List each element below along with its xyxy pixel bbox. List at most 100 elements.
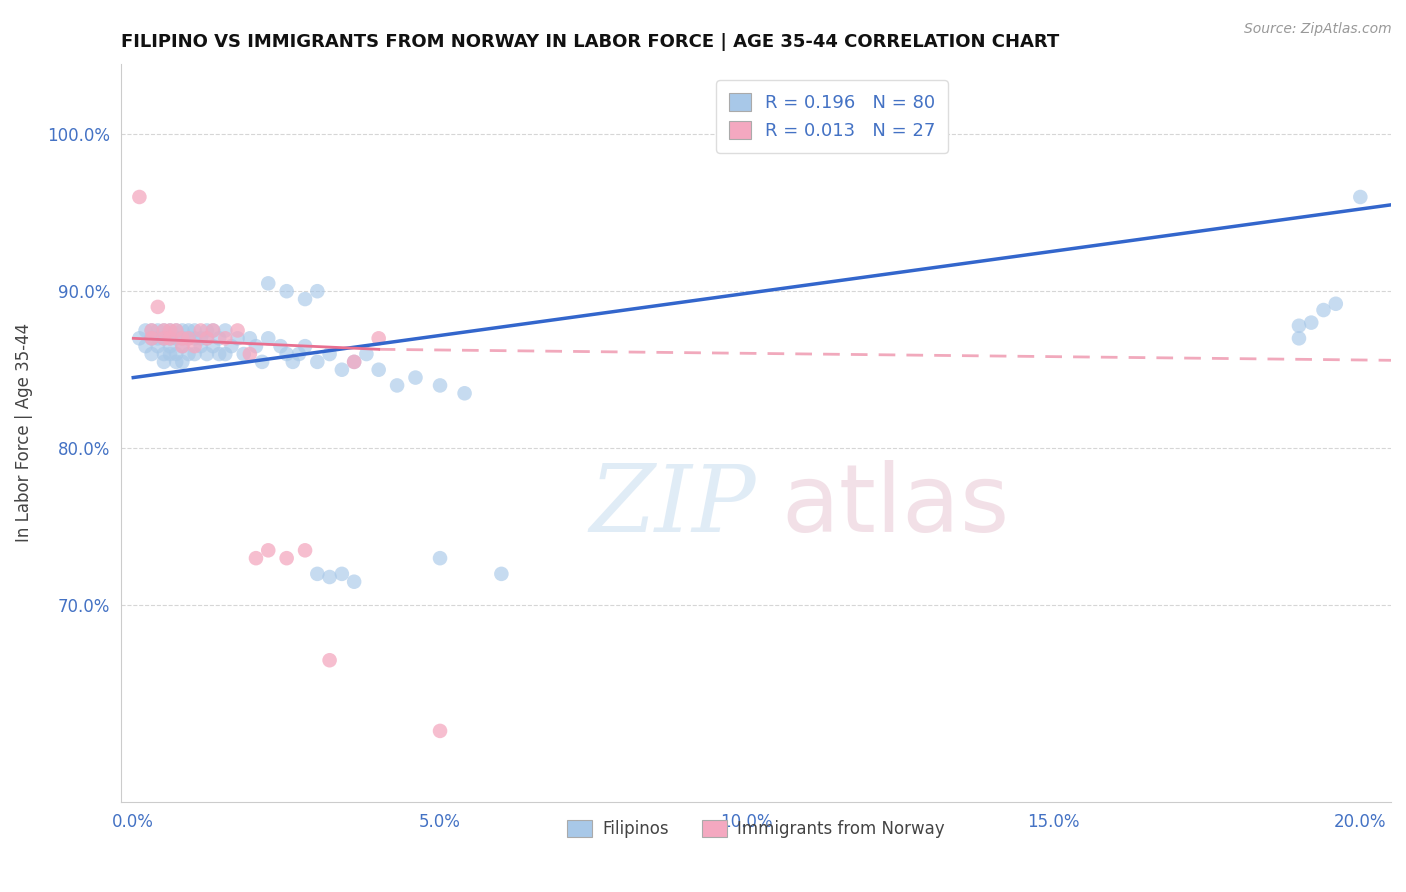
- Point: [177, 331, 200, 345]
- Point: [165, 355, 187, 369]
- Point: [195, 331, 218, 345]
- Point: [453, 386, 475, 401]
- Point: [239, 331, 262, 345]
- Point: [165, 323, 187, 337]
- Point: [183, 347, 205, 361]
- Point: [257, 331, 280, 345]
- Point: [146, 300, 169, 314]
- Point: [172, 323, 194, 337]
- Point: [153, 355, 176, 369]
- Point: [190, 331, 212, 345]
- Point: [214, 331, 236, 345]
- Point: [367, 331, 389, 345]
- Point: [153, 331, 176, 345]
- Legend: Filipinos, Immigrants from Norway: Filipinos, Immigrants from Norway: [561, 814, 952, 845]
- Point: [226, 331, 249, 345]
- Point: [1324, 297, 1347, 311]
- Point: [1350, 190, 1372, 204]
- Y-axis label: In Labor Force | Age 35-44: In Labor Force | Age 35-44: [15, 323, 32, 542]
- Point: [245, 339, 267, 353]
- Text: Source: ZipAtlas.com: Source: ZipAtlas.com: [1244, 22, 1392, 37]
- Point: [153, 347, 176, 361]
- Point: [135, 339, 157, 353]
- Point: [146, 323, 169, 337]
- Point: [257, 277, 280, 291]
- Point: [429, 551, 451, 566]
- Point: [429, 378, 451, 392]
- Point: [245, 551, 267, 566]
- Point: [294, 339, 316, 353]
- Point: [172, 339, 194, 353]
- Point: [141, 347, 163, 361]
- Point: [159, 347, 181, 361]
- Point: [183, 339, 205, 353]
- Point: [221, 339, 243, 353]
- Point: [367, 362, 389, 376]
- Point: [172, 339, 194, 353]
- Point: [141, 323, 163, 337]
- Point: [250, 355, 273, 369]
- Point: [294, 292, 316, 306]
- Point: [214, 347, 236, 361]
- Point: [195, 331, 218, 345]
- Point: [330, 362, 353, 376]
- Point: [491, 566, 513, 581]
- Point: [190, 323, 212, 337]
- Point: [177, 323, 200, 337]
- Point: [208, 347, 231, 361]
- Point: [281, 355, 304, 369]
- Point: [276, 284, 298, 298]
- Point: [1312, 303, 1334, 318]
- Point: [141, 331, 163, 345]
- Point: [276, 551, 298, 566]
- Point: [183, 323, 205, 337]
- Point: [343, 355, 366, 369]
- Point: [153, 331, 176, 345]
- Point: [214, 323, 236, 337]
- Point: [177, 347, 200, 361]
- Point: [307, 566, 329, 581]
- Point: [146, 339, 169, 353]
- Point: [1288, 318, 1310, 333]
- Point: [294, 543, 316, 558]
- Point: [257, 543, 280, 558]
- Point: [165, 323, 187, 337]
- Point: [307, 284, 329, 298]
- Point: [172, 355, 194, 369]
- Point: [159, 331, 181, 345]
- Point: [183, 331, 205, 345]
- Point: [1301, 316, 1323, 330]
- Point: [202, 339, 225, 353]
- Point: [1288, 331, 1310, 345]
- Point: [177, 331, 200, 345]
- Point: [318, 347, 340, 361]
- Point: [141, 323, 163, 337]
- Point: [307, 355, 329, 369]
- Text: atlas: atlas: [782, 460, 1010, 552]
- Point: [330, 566, 353, 581]
- Point: [405, 370, 427, 384]
- Point: [172, 331, 194, 345]
- Point: [159, 331, 181, 345]
- Text: FILIPINO VS IMMIGRANTS FROM NORWAY IN LABOR FORCE | AGE 35-44 CORRELATION CHART: FILIPINO VS IMMIGRANTS FROM NORWAY IN LA…: [121, 33, 1059, 51]
- Point: [128, 331, 150, 345]
- Point: [159, 339, 181, 353]
- Point: [288, 347, 311, 361]
- Point: [153, 323, 176, 337]
- Point: [165, 347, 187, 361]
- Point: [190, 339, 212, 353]
- Point: [159, 323, 181, 337]
- Text: ZIP: ZIP: [589, 461, 756, 551]
- Point: [226, 323, 249, 337]
- Point: [385, 378, 408, 392]
- Point: [429, 723, 451, 738]
- Point: [232, 347, 254, 361]
- Point: [172, 331, 194, 345]
- Point: [276, 347, 298, 361]
- Point: [356, 347, 378, 361]
- Point: [153, 323, 176, 337]
- Point: [318, 653, 340, 667]
- Point: [202, 323, 225, 337]
- Point: [208, 331, 231, 345]
- Point: [146, 331, 169, 345]
